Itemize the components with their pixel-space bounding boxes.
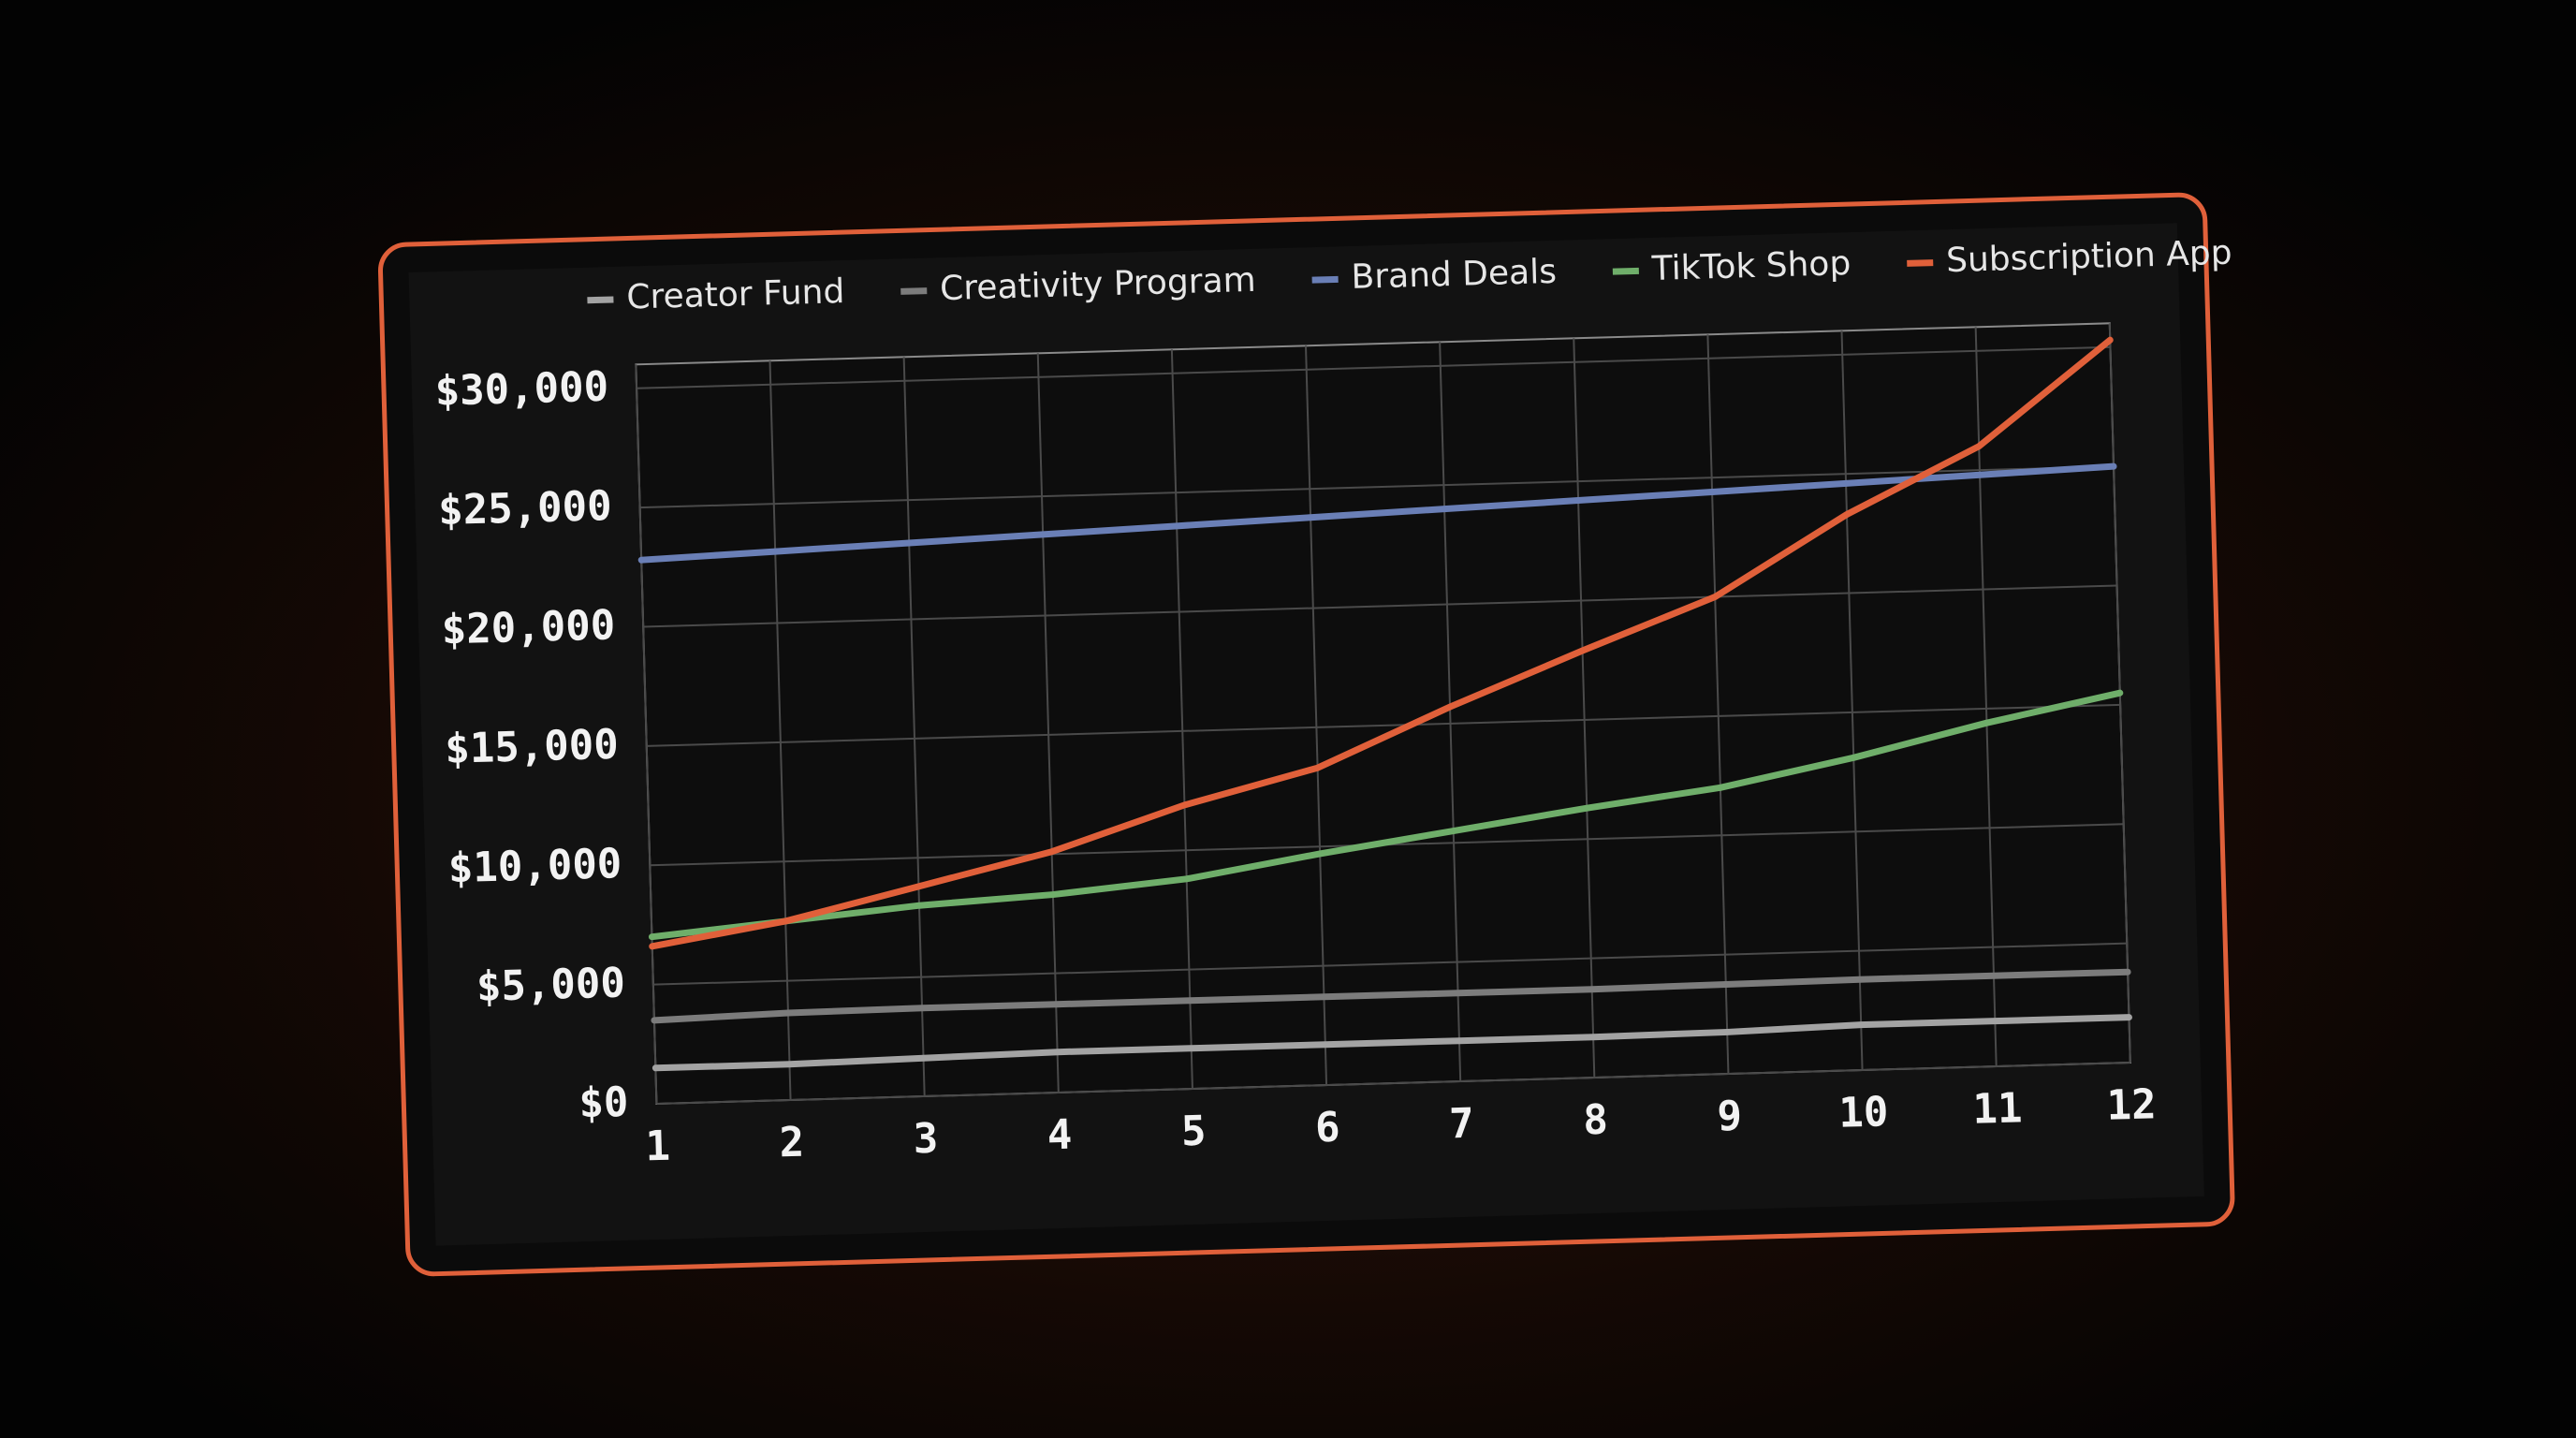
series-line	[651, 968, 2131, 1024]
series-line	[649, 336, 2114, 950]
x-tick-label: 10	[1838, 1088, 1889, 1137]
x-tick-label: 4	[1046, 1111, 1073, 1160]
x-tick-label: 12	[2106, 1080, 2157, 1129]
legend-label: Creativity Program	[940, 261, 1257, 308]
x-tick-label: 9	[1717, 1093, 1743, 1141]
x-tick-label: 8	[1583, 1096, 1609, 1145]
legend-swatch	[587, 296, 614, 304]
series-line	[637, 462, 2117, 564]
grid-line	[1974, 327, 1998, 1067]
screen: $0 $5,000 $10,000 $15,000 $20,000 $25,000 $30,…	[377, 192, 2235, 1277]
y-tick-label: $30,000	[434, 363, 609, 416]
x-tick-label: 6	[1314, 1104, 1340, 1152]
grid-line	[646, 703, 2121, 747]
legend-label: Brand Deals	[1351, 253, 1557, 297]
x-tick-label: 1	[645, 1123, 671, 1171]
grid-line	[1573, 338, 1596, 1078]
chart: $0 $5,000 $10,000 $15,000 $20,000 $25,000 $30,…	[434, 234, 2232, 1171]
legend-label: TikTok Shop	[1650, 244, 1852, 288]
legend-label: Subscription App	[1946, 234, 2232, 281]
y-tick-label: $10,000	[447, 840, 622, 892]
grid-line	[635, 364, 658, 1105]
x-tick-label: 11	[1972, 1084, 2023, 1133]
grid-line	[1036, 353, 1060, 1093]
grid-line	[1170, 349, 1193, 1090]
grid-line	[643, 584, 2117, 628]
y-tick-label: $25,000	[438, 482, 613, 535]
grid-line	[768, 360, 792, 1101]
grid-line	[902, 357, 926, 1097]
grid-line	[1439, 342, 1462, 1082]
series-line	[651, 1014, 2132, 1072]
legend-swatch	[900, 287, 928, 295]
grid-line	[637, 345, 2111, 389]
legend-swatch	[1311, 275, 1339, 284]
grid-line	[639, 465, 2115, 509]
y-tick-label: $20,000	[441, 601, 616, 653]
legend-label: Creator Fund	[626, 272, 845, 316]
x-tick-label: 3	[913, 1115, 939, 1164]
grid-line	[652, 942, 2128, 986]
grid-line	[1840, 330, 1864, 1071]
y-tick-label: $0	[578, 1078, 629, 1127]
y-tick-label: $15,000	[445, 721, 620, 773]
series-line	[648, 689, 2124, 941]
x-tick-label: 2	[779, 1119, 805, 1167]
x-tick-label: 7	[1449, 1100, 1475, 1149]
grid-line	[1305, 345, 1328, 1086]
grid-line	[1706, 334, 1730, 1075]
legend-swatch	[1907, 259, 1934, 267]
grid-line	[656, 1062, 2130, 1105]
plot-area	[635, 322, 2131, 1106]
y-tick-label: $5,000	[476, 959, 625, 1010]
x-tick-label: 5	[1180, 1108, 1207, 1156]
